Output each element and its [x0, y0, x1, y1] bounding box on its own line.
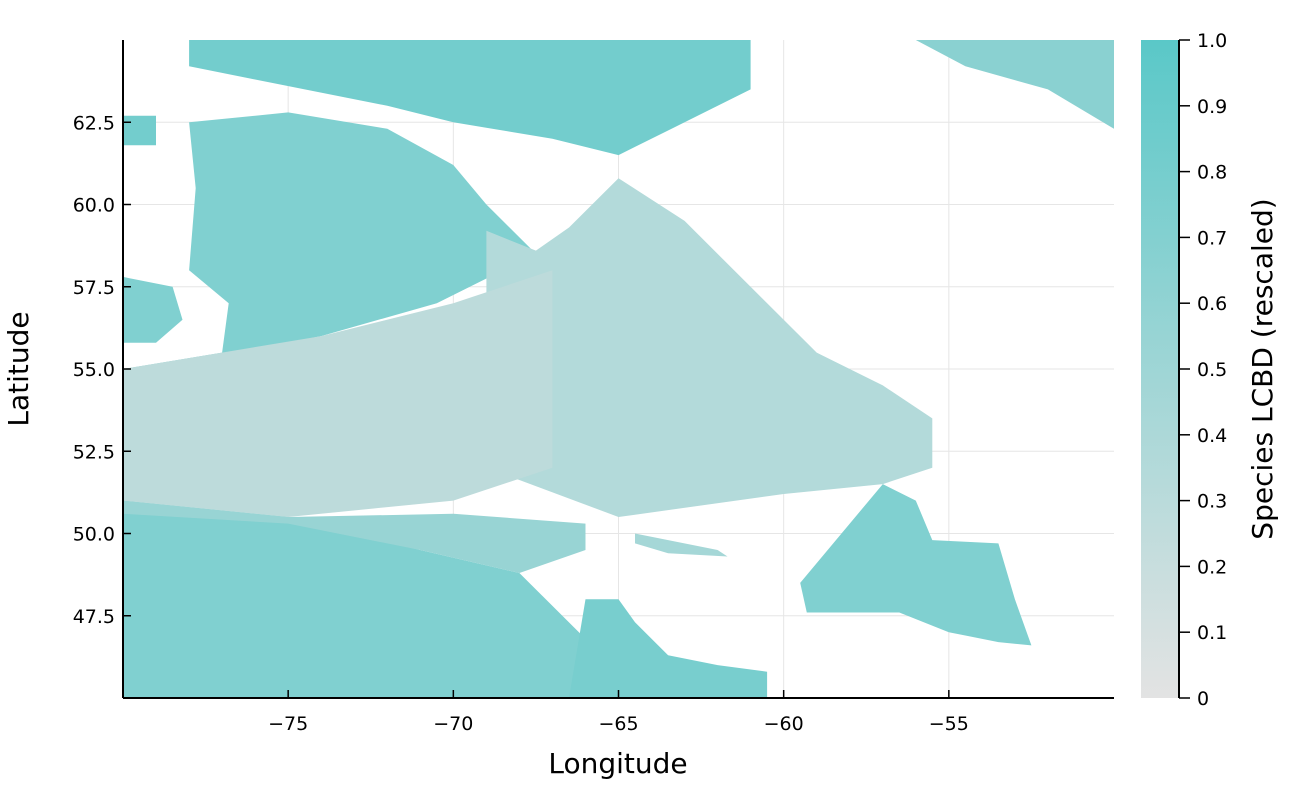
region-mainland-north: [123, 112, 536, 376]
y-tick-label: 57.5: [73, 277, 115, 299]
colorbar-tick-label: 0.4: [1197, 425, 1227, 447]
colorbar-tick-label: 0: [1197, 688, 1209, 710]
region-central-band: [123, 270, 553, 517]
colorbar-tick-label: 0.3: [1197, 491, 1227, 513]
colorbar-tick-label: 0.1: [1197, 622, 1227, 644]
heatmap-regions: [123, 40, 1114, 698]
region-quebec-coast-patch: [123, 276, 183, 343]
colorbar-ticks: 0 0.1 0.2 0.3 0.4 0.5 0.6 0.7 0.8 0.9 1.0: [1179, 30, 1227, 710]
colorbar-tick-label: 1.0: [1197, 30, 1227, 52]
region-baffin-east: [915, 40, 1114, 129]
y-tick-label: 52.5: [73, 441, 115, 463]
region-southern-interior: [123, 500, 586, 573]
x-tick-label: −70: [433, 713, 473, 735]
y-tick-label: 62.5: [73, 112, 115, 134]
colorbar-tick-label: 0.9: [1197, 96, 1227, 118]
colorbar-gradient: [1141, 40, 1178, 698]
colorbar-tick-label: 0.7: [1197, 227, 1227, 249]
x-tick-label: −55: [929, 713, 969, 735]
colorbar-tick-label: 0.2: [1197, 556, 1227, 578]
x-tick-label: −65: [598, 713, 638, 735]
region-newfoundland: [800, 484, 1032, 646]
x-axis-ticks: −75 −70 −65 −60 −55: [268, 690, 969, 735]
y-axis-title: Latitude: [2, 311, 35, 426]
x-tick-label: −60: [764, 713, 804, 735]
region-nova-scotia: [569, 599, 768, 698]
region-baffin-south: [189, 40, 751, 156]
y-tick-label: 60.0: [73, 195, 115, 217]
region-mainland-west: [123, 500, 586, 698]
colorbar: 0 0.1 0.2 0.3 0.4 0.5 0.6 0.7 0.8 0.9 1.0 Species …: [1141, 30, 1279, 710]
region-labrador-east: [486, 178, 933, 517]
y-axis-ticks: 47.5 50.0 52.5 55.0 57.5 60.0 62.5: [73, 112, 131, 628]
colorbar-title: Species LCBD (rescaled): [1246, 198, 1279, 539]
x-tick-label: −75: [268, 713, 308, 735]
y-tick-label: 47.5: [73, 606, 115, 628]
colorbar-tick-label: 0.6: [1197, 293, 1227, 315]
region-quebec-nw-island: [123, 115, 156, 146]
colorbar-tick-label: 0.5: [1197, 359, 1227, 381]
y-tick-label: 55.0: [73, 359, 115, 381]
x-axis-title: Longitude: [548, 747, 687, 780]
y-tick-label: 50.0: [73, 524, 115, 546]
region-anticosti: [635, 533, 728, 557]
colorbar-tick-label: 0.8: [1197, 162, 1227, 184]
